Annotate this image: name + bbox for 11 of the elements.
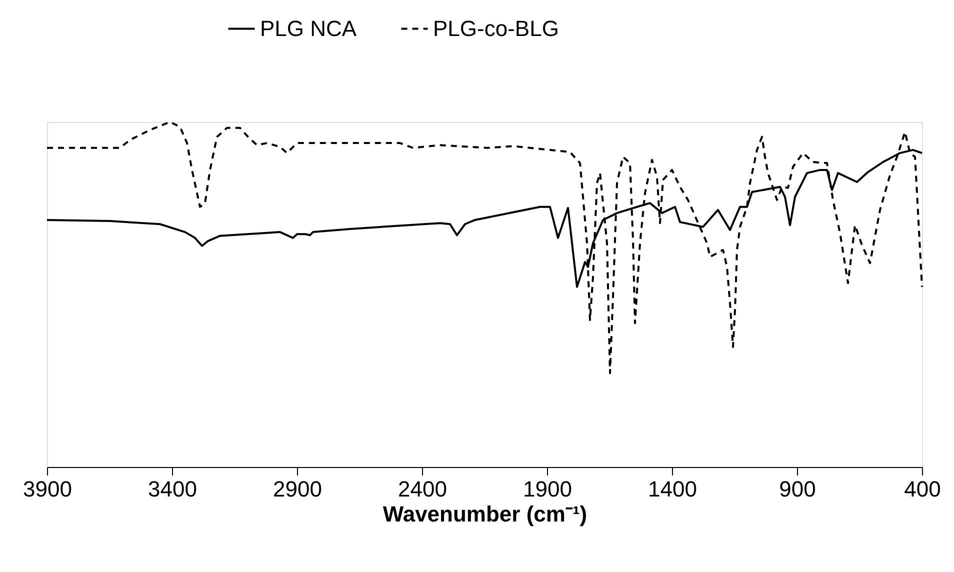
x-tick-label: 1900 bbox=[523, 476, 572, 502]
x-tick-label: 1400 bbox=[648, 476, 697, 502]
x-tick-label: 3900 bbox=[23, 476, 72, 502]
x-tick-label: 2900 bbox=[273, 476, 322, 502]
x-tick-label: 900 bbox=[779, 476, 816, 502]
x-tick-label: 3400 bbox=[148, 476, 197, 502]
x-axis-title: Wavenumber (cm⁻¹) bbox=[382, 502, 588, 526]
x-tick-label: 2400 bbox=[398, 476, 447, 502]
legend-label: PLG NCA bbox=[260, 16, 357, 41]
legend-label: PLG-co-BLG bbox=[433, 16, 559, 41]
x-tick-label: 400 bbox=[904, 476, 941, 502]
